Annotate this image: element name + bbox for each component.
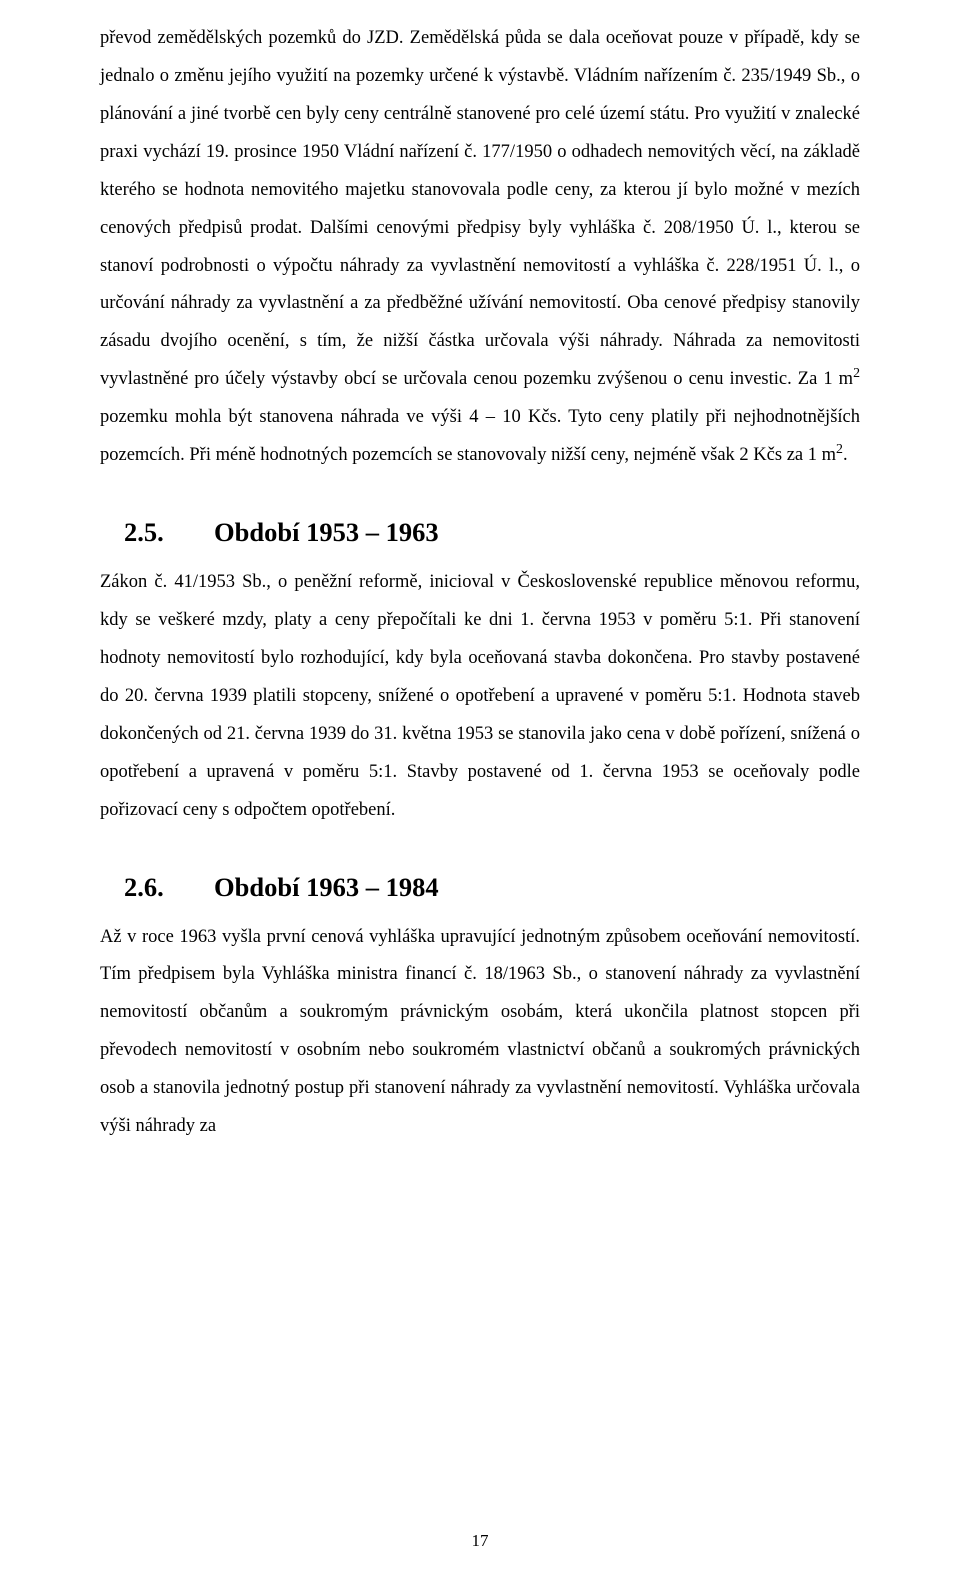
superscript: 2: [853, 366, 860, 381]
section-title: Období 1953 – 1963: [214, 517, 439, 547]
section-heading-2-5: 2.5.Období 1953 – 1963: [100, 517, 860, 548]
paragraph-text: .: [843, 445, 848, 465]
body-paragraph-2: Zákon č. 41/1953 Sb., o peněžní reformě,…: [100, 564, 860, 829]
superscript: 2: [836, 442, 843, 457]
section-title: Období 1963 – 1984: [214, 872, 439, 902]
paragraph-text: převod zemědělských pozemků do JZD. Země…: [100, 28, 860, 389]
body-paragraph-1: převod zemědělských pozemků do JZD. Země…: [100, 20, 860, 475]
paragraph-text: pozemku mohla být stanovena náhrada ve v…: [100, 407, 860, 465]
section-heading-2-6: 2.6.Období 1963 – 1984: [100, 872, 860, 903]
page-number: 17: [0, 1531, 960, 1551]
section-number: 2.6.: [124, 872, 214, 903]
section-number: 2.5.: [124, 517, 214, 548]
body-paragraph-3: Až v roce 1963 vyšla první cenová vyhláš…: [100, 919, 860, 1147]
